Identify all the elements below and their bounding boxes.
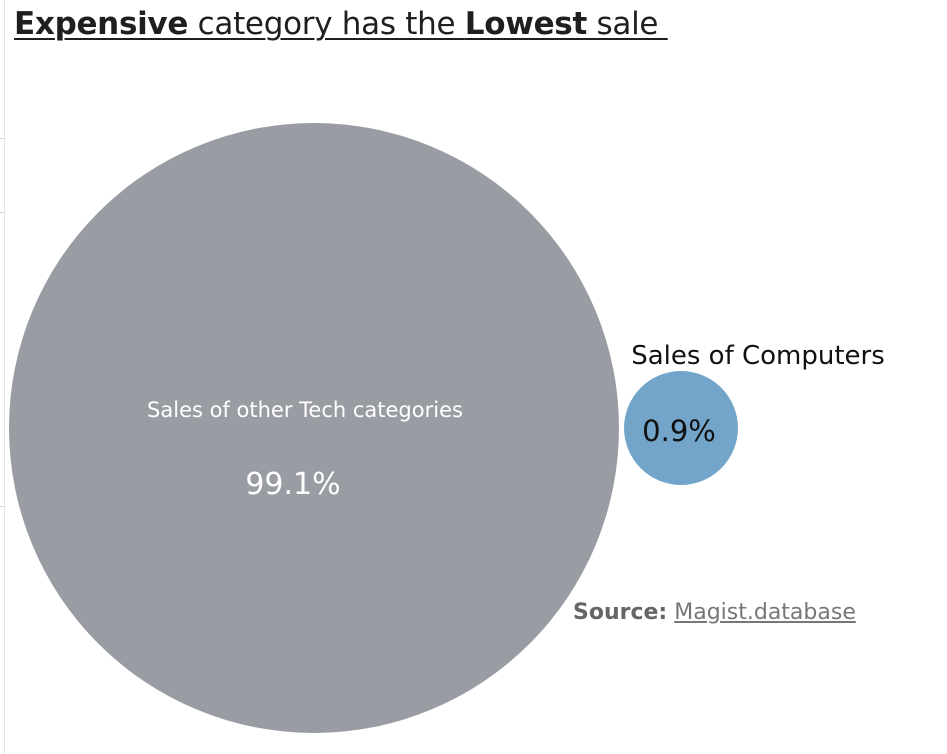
- chart-title: Expensive category has the Lowest sale: [14, 6, 668, 42]
- left-border-tick: [0, 138, 5, 139]
- bubble-value-computers: 0.9%: [642, 414, 716, 448]
- left-border-tick: [0, 212, 5, 213]
- source-link[interactable]: Magist.database: [674, 600, 856, 625]
- title-text: category has the: [188, 6, 465, 42]
- left-border-tick: [0, 506, 5, 507]
- source-note: Source: Magist.database: [573, 600, 856, 625]
- left-border-line: [4, 0, 5, 754]
- bubble-other-tech-categories[interactable]: [9, 123, 619, 733]
- source-label: Source:: [573, 600, 668, 625]
- title-text-end: sale: [586, 6, 668, 42]
- bubble-value-other-tech-categories: 99.1%: [245, 467, 340, 502]
- bubble-label-computers: Sales of Computers: [631, 341, 885, 371]
- bubble-computers[interactable]: [624, 371, 738, 485]
- title-emphasis-expensive: Expensive: [14, 6, 189, 42]
- bubble-label-other-tech-categories: Sales of other Tech categories: [147, 398, 463, 422]
- title-emphasis-lowest: Lowest: [464, 6, 587, 42]
